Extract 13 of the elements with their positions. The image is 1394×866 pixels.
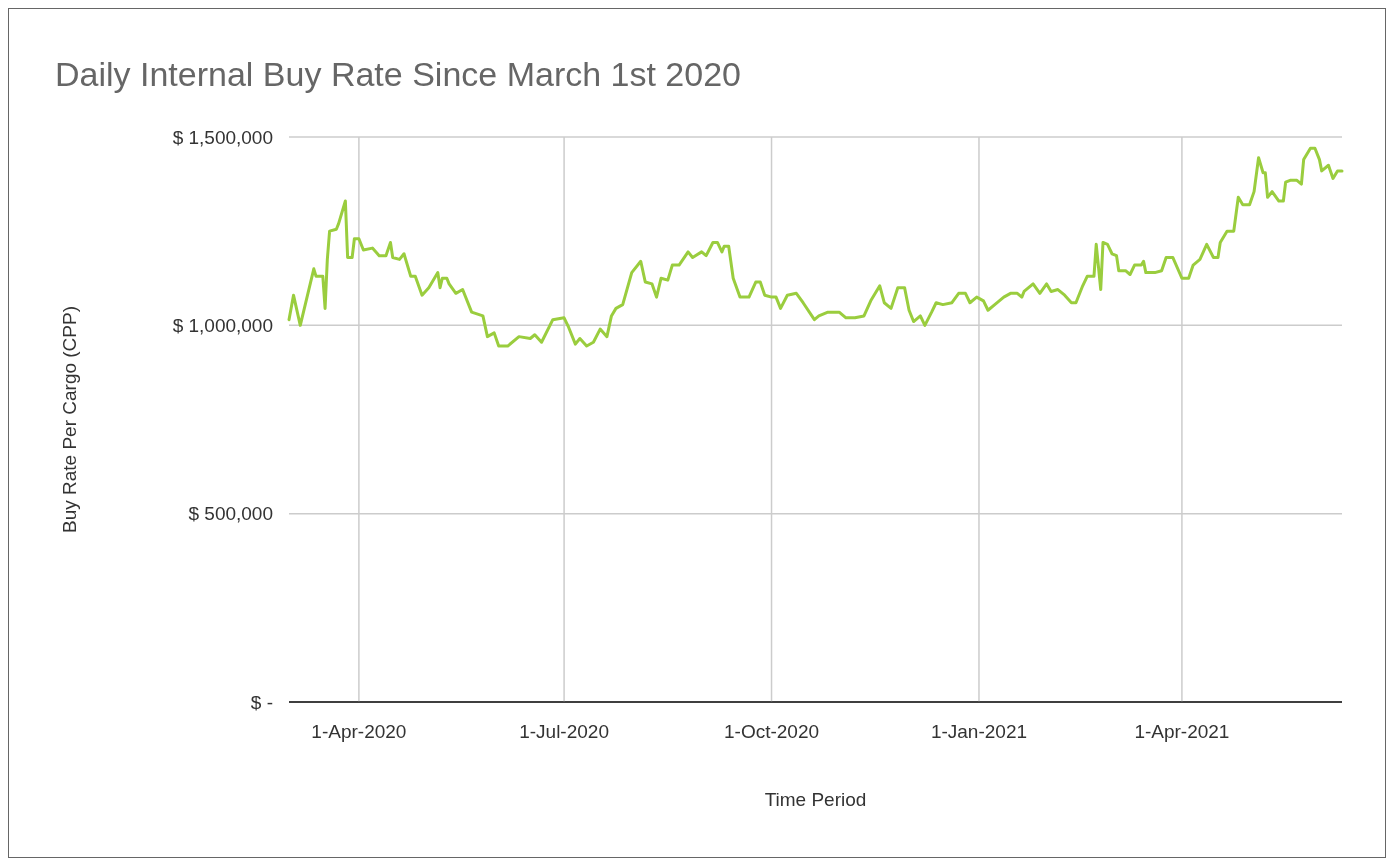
y-tick-label: $ 500,000: [188, 503, 273, 525]
x-tick-label: 1-Apr-2020: [311, 721, 407, 742]
y-tick-label: $ -: [250, 691, 273, 713]
line-series: [287, 146, 1344, 348]
chart-title: Daily Internal Buy Rate Since March 1st 2020: [55, 55, 742, 93]
y-axis-title: Buy Rate Per Cargo (CPP): [59, 305, 80, 534]
x-tick-label: 1-Apr-2021: [1134, 721, 1230, 742]
x-tick-label: 1-Jan-2021: [930, 721, 1028, 742]
x-axis-title: Time Period: [764, 789, 867, 810]
y-tick-label: $ 1,000,000: [172, 314, 273, 336]
y-tick-label: $ 1,500,000: [172, 126, 273, 148]
x-tick-label: 1-Jul-2020: [519, 721, 609, 742]
x-tick-label: 1-Oct-2020: [724, 721, 820, 742]
